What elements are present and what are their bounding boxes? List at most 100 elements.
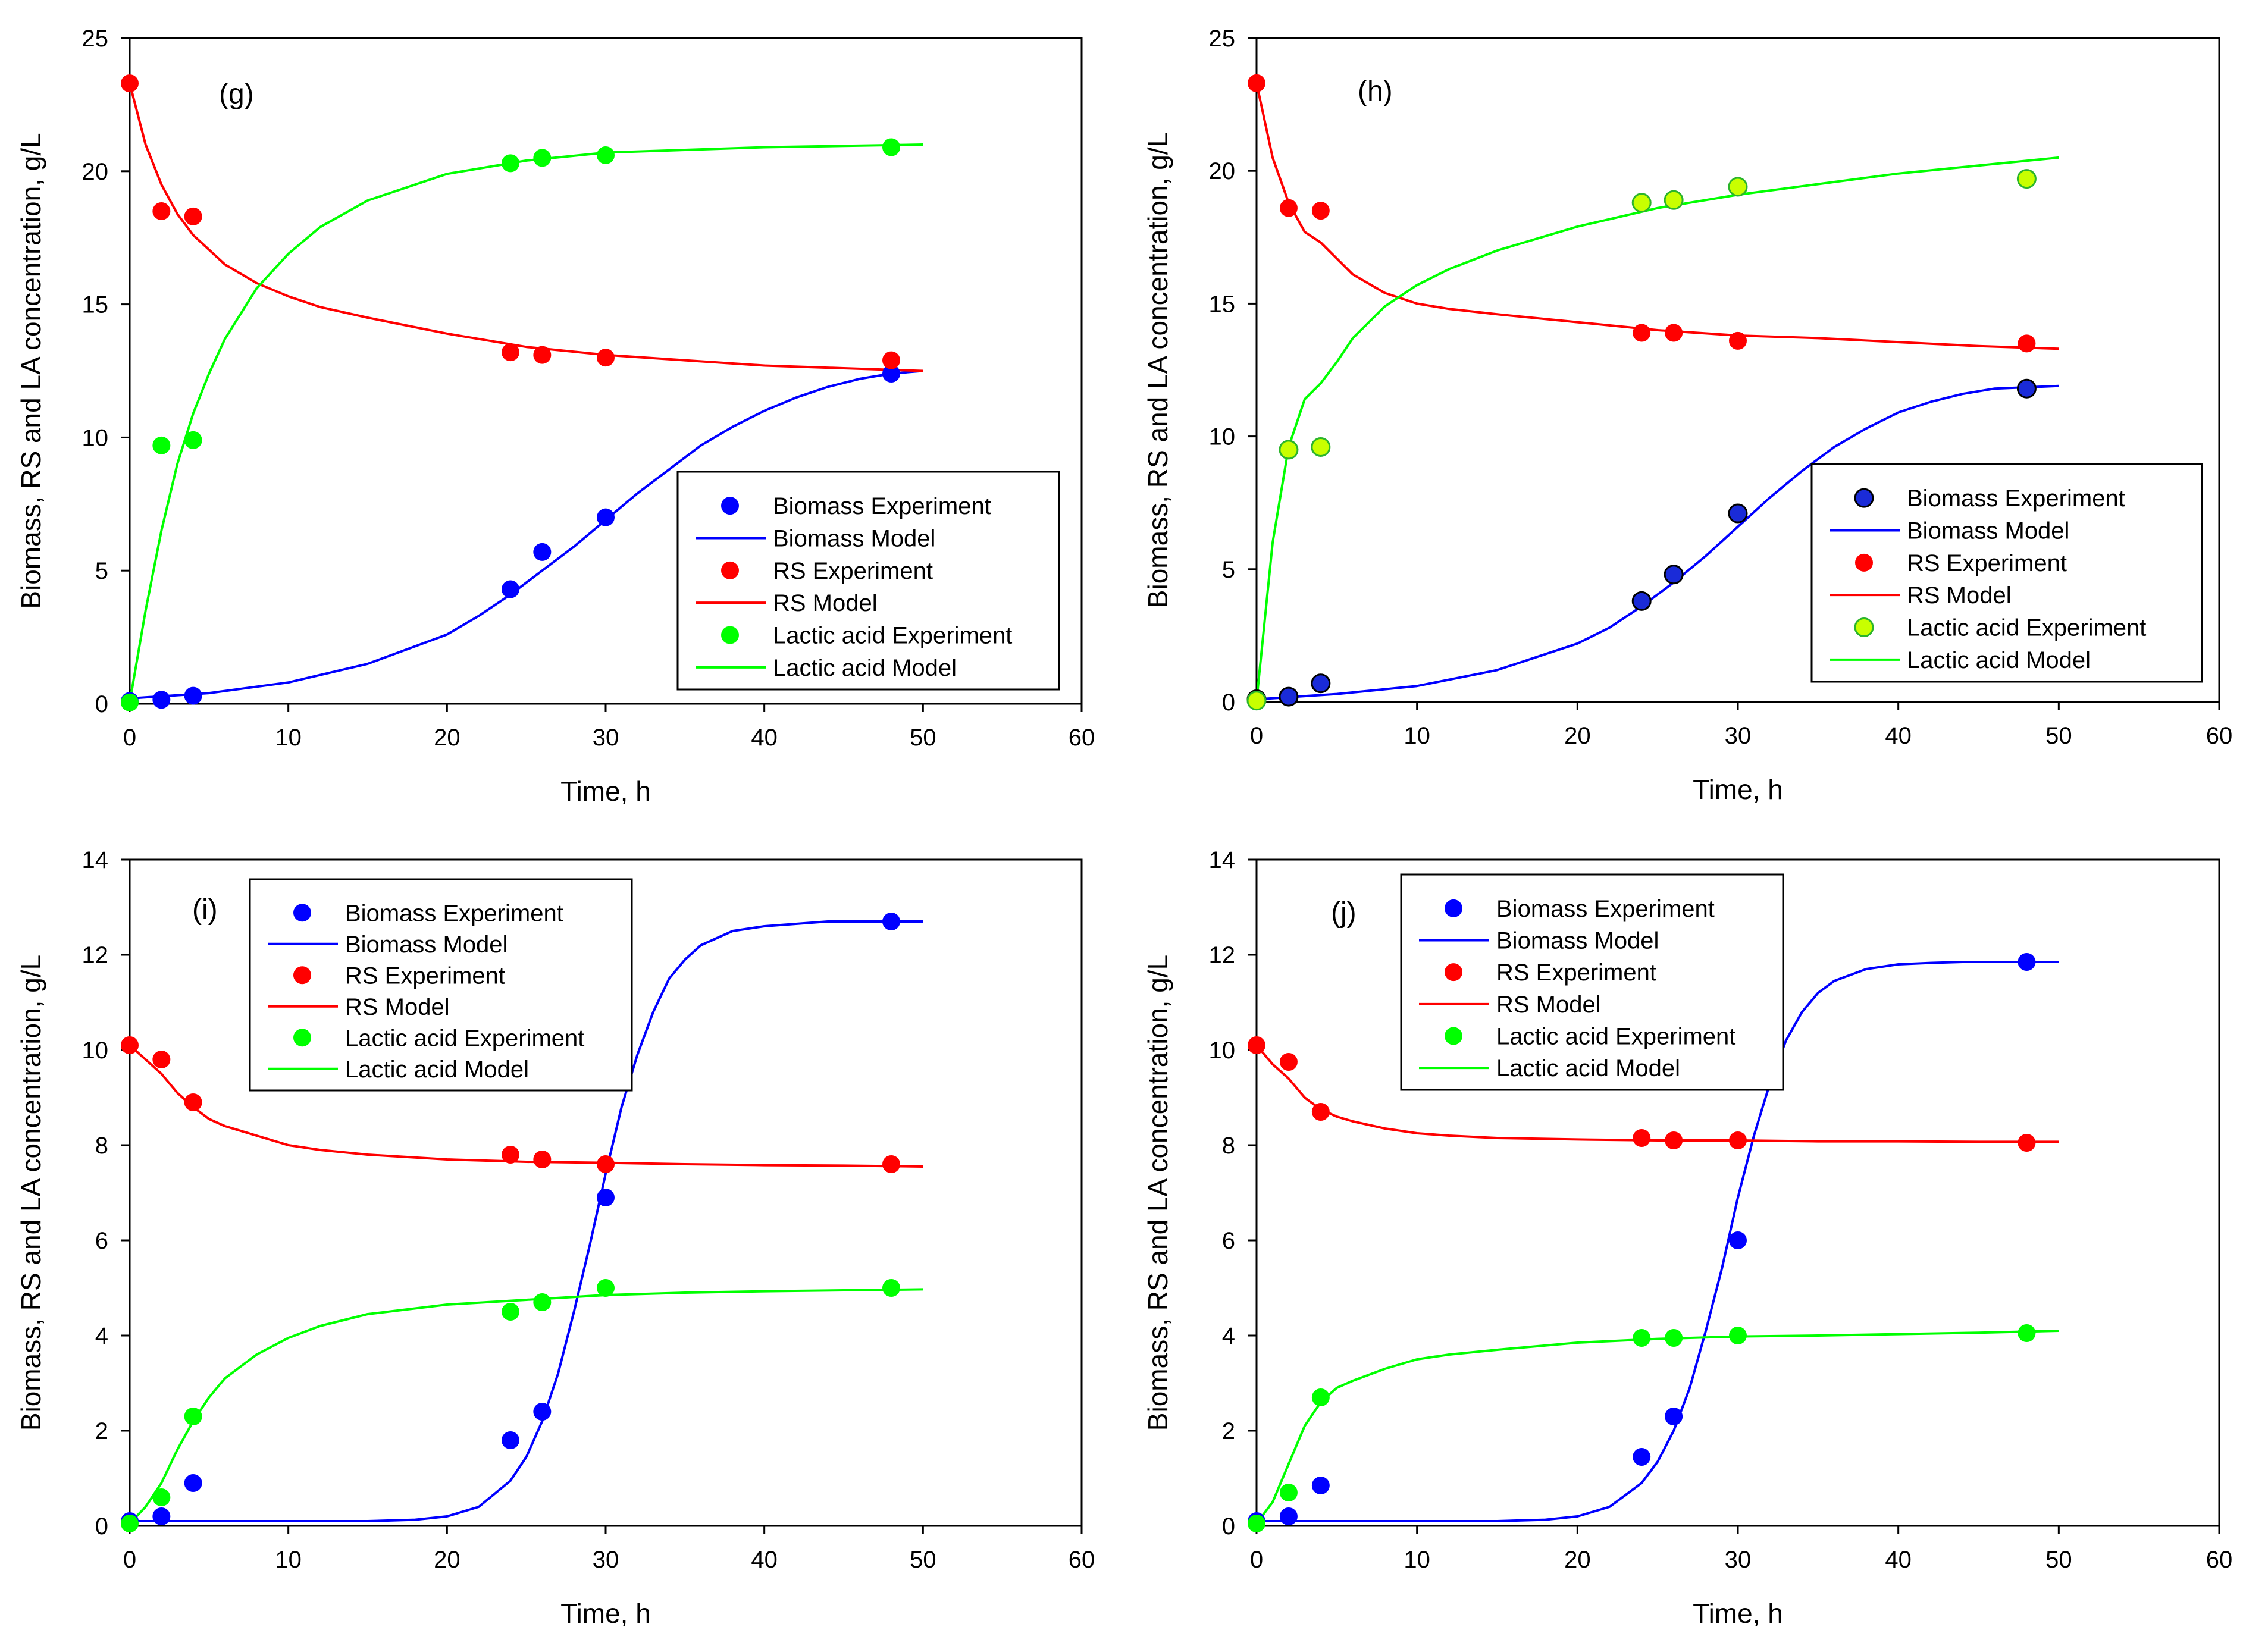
legend-label-lactic-acid-model: Lactic acid Model	[345, 1057, 529, 1083]
data-point-rs-experiment	[1279, 199, 1298, 217]
legend: Biomass Experiment Biomass Model RS Experi…	[1810, 463, 2203, 683]
x-tick-label: 40	[751, 1547, 778, 1573]
data-point-biomass-experiment	[502, 1431, 519, 1449]
legend-label-lactic-acid-experiment: Lactic acid Experiment	[345, 1025, 584, 1051]
y-tick-label: 0	[95, 691, 108, 717]
x-tick-label: 10	[275, 1547, 302, 1573]
model-line-lactic-acid-model	[130, 1288, 923, 1525]
x-tick-label: 50	[910, 725, 936, 751]
legend-marker-rs-experiment	[721, 561, 739, 579]
data-point-rs-experiment	[121, 74, 139, 93]
chart-panel-g: 0 10 20 30 40 50 60 0 5 10 15 20 25 Time, h Biomass, R…	[15, 26, 1095, 807]
x-axis-title: Time, h	[560, 776, 651, 807]
data-point-rs-experiment	[1311, 202, 1330, 220]
y-tick-label: 4	[95, 1323, 108, 1349]
data-point-rs-experiment	[1729, 331, 1747, 350]
legend-label-lactic-acid-experiment: Lactic acid Experiment	[1496, 1024, 1735, 1050]
data-point-biomass-experiment	[1633, 1448, 1651, 1466]
y-tick-label: 5	[95, 558, 108, 584]
data-point-lactic-acid-experiment	[597, 1279, 615, 1297]
legend-label-lactic-acid-model: Lactic acid Model	[1496, 1055, 1680, 1082]
y-tick-label: 15	[82, 292, 109, 318]
legend-label-rs-experiment: RS Experiment	[345, 963, 505, 989]
y-tick-label: 2	[1222, 1418, 1235, 1444]
model-line-biomass-model	[1257, 961, 2059, 1522]
model-line-rs-model	[1257, 83, 2059, 350]
y-tick-label: 0	[1222, 689, 1235, 716]
legend-marker-lactic-acid-experiment	[721, 626, 739, 644]
x-tick-label: 30	[1725, 1547, 1752, 1573]
data-point-rs-experiment	[2018, 334, 2036, 353]
data-point-biomass-experiment	[882, 913, 900, 930]
legend-label-rs-model: RS Model	[345, 994, 450, 1020]
y-tick-label: 10	[82, 425, 109, 451]
data-point-biomass-experiment	[2018, 953, 2036, 971]
data-point-biomass-experiment	[2016, 378, 2037, 399]
legend-marker-rs-experiment	[293, 966, 311, 985]
x-tick-label: 50	[2045, 723, 2072, 749]
legend-marker-rs-experiment	[1445, 963, 1462, 982]
data-point-lactic-acid-experiment	[533, 1293, 552, 1311]
legend-marker-lactic-acid-experiment	[1854, 617, 1874, 637]
data-point-rs-experiment	[121, 1036, 139, 1054]
data-point-biomass-experiment	[184, 1474, 202, 1492]
legend-label-biomass-experiment: Biomass Experiment	[773, 493, 991, 519]
data-point-rs-experiment	[597, 1155, 615, 1173]
x-tick-label: 30	[593, 725, 619, 751]
panel-label: (i)	[192, 894, 218, 926]
y-tick-label: 10	[82, 1037, 109, 1064]
y-axis-title: Biomass, RS and LA concentration, g/L	[1142, 132, 1173, 608]
data-point-rs-experiment	[597, 349, 615, 367]
model-line-biomass-model	[130, 920, 923, 1522]
x-tick-label: 30	[593, 1547, 619, 1573]
data-point-lactic-acid-experiment	[1729, 1327, 1747, 1344]
legend-label-rs-model: RS Model	[773, 590, 878, 616]
legend-marker-rs-experiment	[1855, 553, 1873, 572]
y-tick-label: 6	[95, 1228, 108, 1254]
data-point-rs-experiment	[1729, 1131, 1747, 1149]
y-tick-label: 8	[95, 1133, 108, 1159]
x-tick-label: 20	[434, 725, 460, 751]
x-axis-title: Time, h	[1693, 1598, 1783, 1629]
x-tick-label: 0	[123, 1547, 136, 1573]
panel-label: (j)	[1331, 897, 1357, 929]
data-point-rs-experiment	[502, 1146, 519, 1164]
legend-label-biomass-model: Biomass Model	[345, 932, 508, 958]
x-tick-label: 20	[1564, 1547, 1591, 1573]
panel-label: (g)	[219, 79, 254, 110]
data-point-rs-experiment	[882, 351, 900, 369]
legend: Biomass Experiment Biomass Model RS Experi…	[249, 878, 633, 1092]
model-line-biomass-model	[130, 369, 923, 700]
chart-panel-j: 0 10 20 30 40 50 60 0 2 4 6 8 10 12 14 Time, h Biomass, …	[1142, 847, 2232, 1629]
data-point-biomass-experiment	[152, 1507, 171, 1525]
data-point-biomass-experiment	[1728, 503, 1748, 524]
data-point-rs-experiment	[1248, 74, 1265, 92]
x-tick-label: 20	[434, 1547, 460, 1573]
panel-label: (h)	[1358, 76, 1393, 107]
chart-panel-i: 0 10 20 30 40 50 60 0 2 4 6 8 10 12 14 Time, h Biomass, …	[15, 847, 1095, 1629]
data-point-rs-experiment	[533, 1151, 552, 1168]
data-point-rs-experiment	[1665, 324, 1683, 342]
legend-marker-lactic-acid-experiment	[1445, 1027, 1462, 1045]
data-point-biomass-experiment	[1311, 673, 1331, 694]
x-tick-label: 10	[1404, 1547, 1430, 1573]
chart-panel-h: 0 10 20 30 40 50 60 0 5 10 15 20 25 Time, h Biomass, R…	[1142, 26, 2232, 805]
y-axis-title: Biomass, RS and LA concentration, g/L	[15, 955, 46, 1431]
model-line-rs-model	[130, 83, 923, 372]
data-point-rs-experiment	[184, 207, 202, 225]
data-point-biomass-experiment	[597, 1189, 615, 1206]
y-tick-label: 5	[1222, 557, 1235, 583]
model-line-lactic-acid-model	[130, 143, 923, 703]
x-tick-label: 20	[1564, 723, 1591, 749]
data-point-lactic-acid-experiment	[1246, 691, 1267, 711]
legend-label-biomass-experiment: Biomass Experiment	[345, 900, 563, 926]
data-point-lactic-acid-experiment	[152, 436, 171, 454]
data-point-rs-experiment	[1279, 1053, 1298, 1071]
x-tick-label: 0	[123, 725, 136, 751]
data-point-lactic-acid-experiment	[533, 149, 552, 167]
data-point-lactic-acid-experiment	[1665, 1329, 1683, 1347]
y-tick-label: 20	[82, 159, 109, 185]
y-tick-label: 25	[82, 26, 109, 52]
data-point-lactic-acid-experiment	[1631, 193, 1652, 213]
